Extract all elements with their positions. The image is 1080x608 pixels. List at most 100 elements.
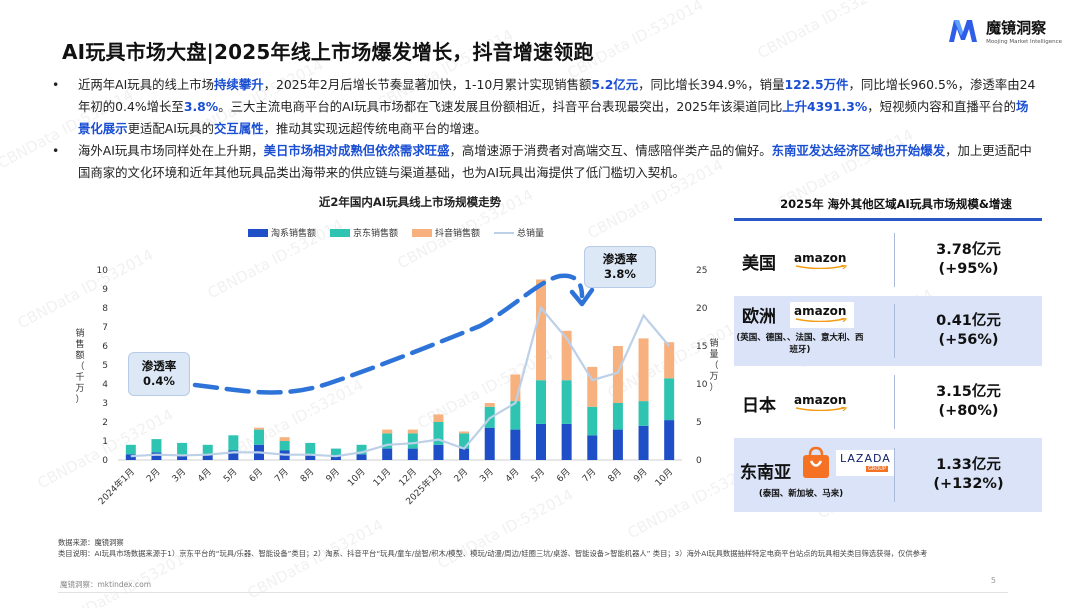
bar-jd <box>561 380 572 424</box>
bar-jd <box>510 401 521 430</box>
body-text: ，同比增长960.5%，渗透率由24年初的0.4%增长至 <box>78 77 1036 114</box>
lazada-logo: LAZADA <box>840 452 891 465</box>
bar-jd <box>202 444 213 455</box>
x-tick-label: 7月 <box>580 466 598 484</box>
bullet-text: 近两年AI玩具的线上市场持续攀升，2025年2月后增长节奏显著加快，1-10月累… <box>78 74 1037 140</box>
logo-name: 魔镜洞察 <box>986 19 1047 37</box>
bar-douyin <box>407 429 418 434</box>
region-value: 3.78亿元 <box>936 242 1001 258</box>
bar-jd <box>305 442 316 455</box>
x-tick-label: 10月 <box>653 466 675 488</box>
bar-douyin <box>510 374 521 402</box>
region-name: 日本 <box>742 396 776 416</box>
bar-jd <box>664 378 675 421</box>
x-tick-label: 2月 <box>144 466 162 484</box>
lazada-bag-icon <box>803 446 829 478</box>
region-row-jp: 日本 amazon 3.15亿元 (+80%) <box>734 367 1042 437</box>
overseas-panel-title: 2025年 海外其他区域AI玩具市场规模&增速 <box>780 197 1012 211</box>
region-row-sea: 东南亚 LAZADA GROUP (泰国、新加坡、马来) 1.33亿元 (+132… <box>734 438 1042 512</box>
data-source-note: 数据来源：魔镜洞察 <box>58 538 124 547</box>
logo-tagline: Moojing Market Intelligence <box>986 39 1062 45</box>
y2-axis-label-char: 销 <box>709 337 718 349</box>
region-name: 美国 <box>742 254 776 274</box>
bar-taobao <box>612 429 623 460</box>
bar-douyin <box>536 279 546 381</box>
highlight-text: 东南亚发达经济区域也开始爆发 <box>771 143 946 158</box>
brand-logo: 魔镜洞察 Moojing Market Intelligence <box>946 14 1062 48</box>
bar-douyin <box>612 346 623 403</box>
y2-axis-label-char: ） <box>709 382 718 393</box>
highlight-text: 美日市场相对成熟但依然需求旺盛 <box>263 143 450 158</box>
y-tick-label: 9 <box>102 285 108 295</box>
y-axis-label-char: 额 <box>75 349 84 361</box>
y-axis-label-char: （ <box>75 361 84 372</box>
moojing-logo-icon <box>949 20 978 42</box>
bar-taobao <box>125 454 136 460</box>
x-tick-label: 2024年1月 <box>95 466 136 507</box>
bar-douyin <box>484 403 495 407</box>
bar-jd <box>638 401 649 426</box>
body-text: 海外AI玩具市场同样处在上升期， <box>78 143 264 158</box>
y-tick-label: 7 <box>102 323 108 333</box>
y-axis-label-char: 销 <box>75 327 84 339</box>
highlight-text: 上升4391.3% <box>782 99 868 114</box>
region-growth: (+56%) <box>938 332 999 348</box>
x-tick-label: 9月 <box>324 466 342 484</box>
bar-taobao <box>407 448 418 460</box>
bar-jd <box>356 444 367 455</box>
body-text: ，推动其实现远超传统电商平台的增速。 <box>263 121 487 136</box>
body-text: 更适配AI玩具的 <box>127 121 215 136</box>
bar-taobao <box>356 454 367 460</box>
bar-taobao <box>228 450 239 460</box>
body-text: ，短视频内容和直播平台的 <box>867 99 1016 114</box>
summary-bullets: • 近两年AI玩具的线上市场持续攀升，2025年2月后增长节奏显著加快，1-10… <box>52 74 1037 184</box>
bar-taobao <box>459 448 470 460</box>
body-text: 近两年AI玩具的线上市场 <box>78 77 215 92</box>
bar-douyin <box>459 431 470 434</box>
highlight-text: 3.8% <box>183 99 219 114</box>
region-growth: (+132%) <box>933 476 1004 492</box>
x-tick-label: 8月 <box>298 466 316 484</box>
x-tick-label: 10月 <box>345 466 367 488</box>
y2-axis-label-char: 量 <box>709 349 718 360</box>
bar-douyin <box>254 427 264 430</box>
region-growth: (+95%) <box>938 261 999 277</box>
bar-douyin <box>279 437 290 441</box>
bar-jd <box>433 422 444 445</box>
amazon-logo: amazon <box>794 393 850 411</box>
bar-jd <box>382 433 393 449</box>
bar-taobao <box>664 420 675 460</box>
region-countries: (泰国、新加坡、马来) <box>758 489 844 499</box>
y2-tick-label: 5 <box>696 418 702 428</box>
y-axis-label-char: 售 <box>75 338 84 350</box>
x-tick-label: 5月 <box>529 466 547 484</box>
bar-taobao <box>151 452 162 460</box>
penetration-start-badge: 渗透率 0.4% <box>128 352 190 396</box>
y2-tick-label: 25 <box>696 266 707 276</box>
y-tick-label: 8 <box>102 304 108 314</box>
bar-douyin <box>382 429 393 434</box>
arrow-head-icon <box>569 287 595 307</box>
x-tick-label: 4月 <box>503 466 521 484</box>
y-axis-label-char: 千 <box>75 372 84 383</box>
amazon-logo: amazon <box>794 304 850 322</box>
bar-jd <box>330 448 341 457</box>
x-tick-label: 11月 <box>371 466 393 488</box>
penetration-end-badge: 渗透率 3.8% <box>584 246 656 288</box>
bar-douyin <box>561 330 572 381</box>
site-link[interactable]: 魔镜洞察：mktindex.com <box>60 580 152 589</box>
body-text: ，2025年2月后增长节奏显著加快，1-10月累计实现销售额 <box>263 77 592 92</box>
legend-jd: 京东销售额 <box>330 226 398 239</box>
watermark: CBNData ID:532014 <box>754 0 897 63</box>
bar-taobao <box>510 429 521 460</box>
highlight-text: 122.5万件 <box>784 77 849 92</box>
y-tick-label: 3 <box>102 399 108 409</box>
x-tick-label: 4月 <box>196 466 214 484</box>
lazada-group-tag: GROUP <box>866 466 888 472</box>
legend-taobao: 淘系销售额 <box>248 226 316 239</box>
y-tick-label: 2 <box>102 418 108 428</box>
region-row-eu: 欧洲 amazon (英国、德国、、法国、意大利、西班牙) 0.41亿元 (+56… <box>734 296 1042 366</box>
bar-taobao <box>536 423 546 460</box>
bar-jd <box>177 442 188 455</box>
x-tick-label: 8月 <box>606 466 624 484</box>
